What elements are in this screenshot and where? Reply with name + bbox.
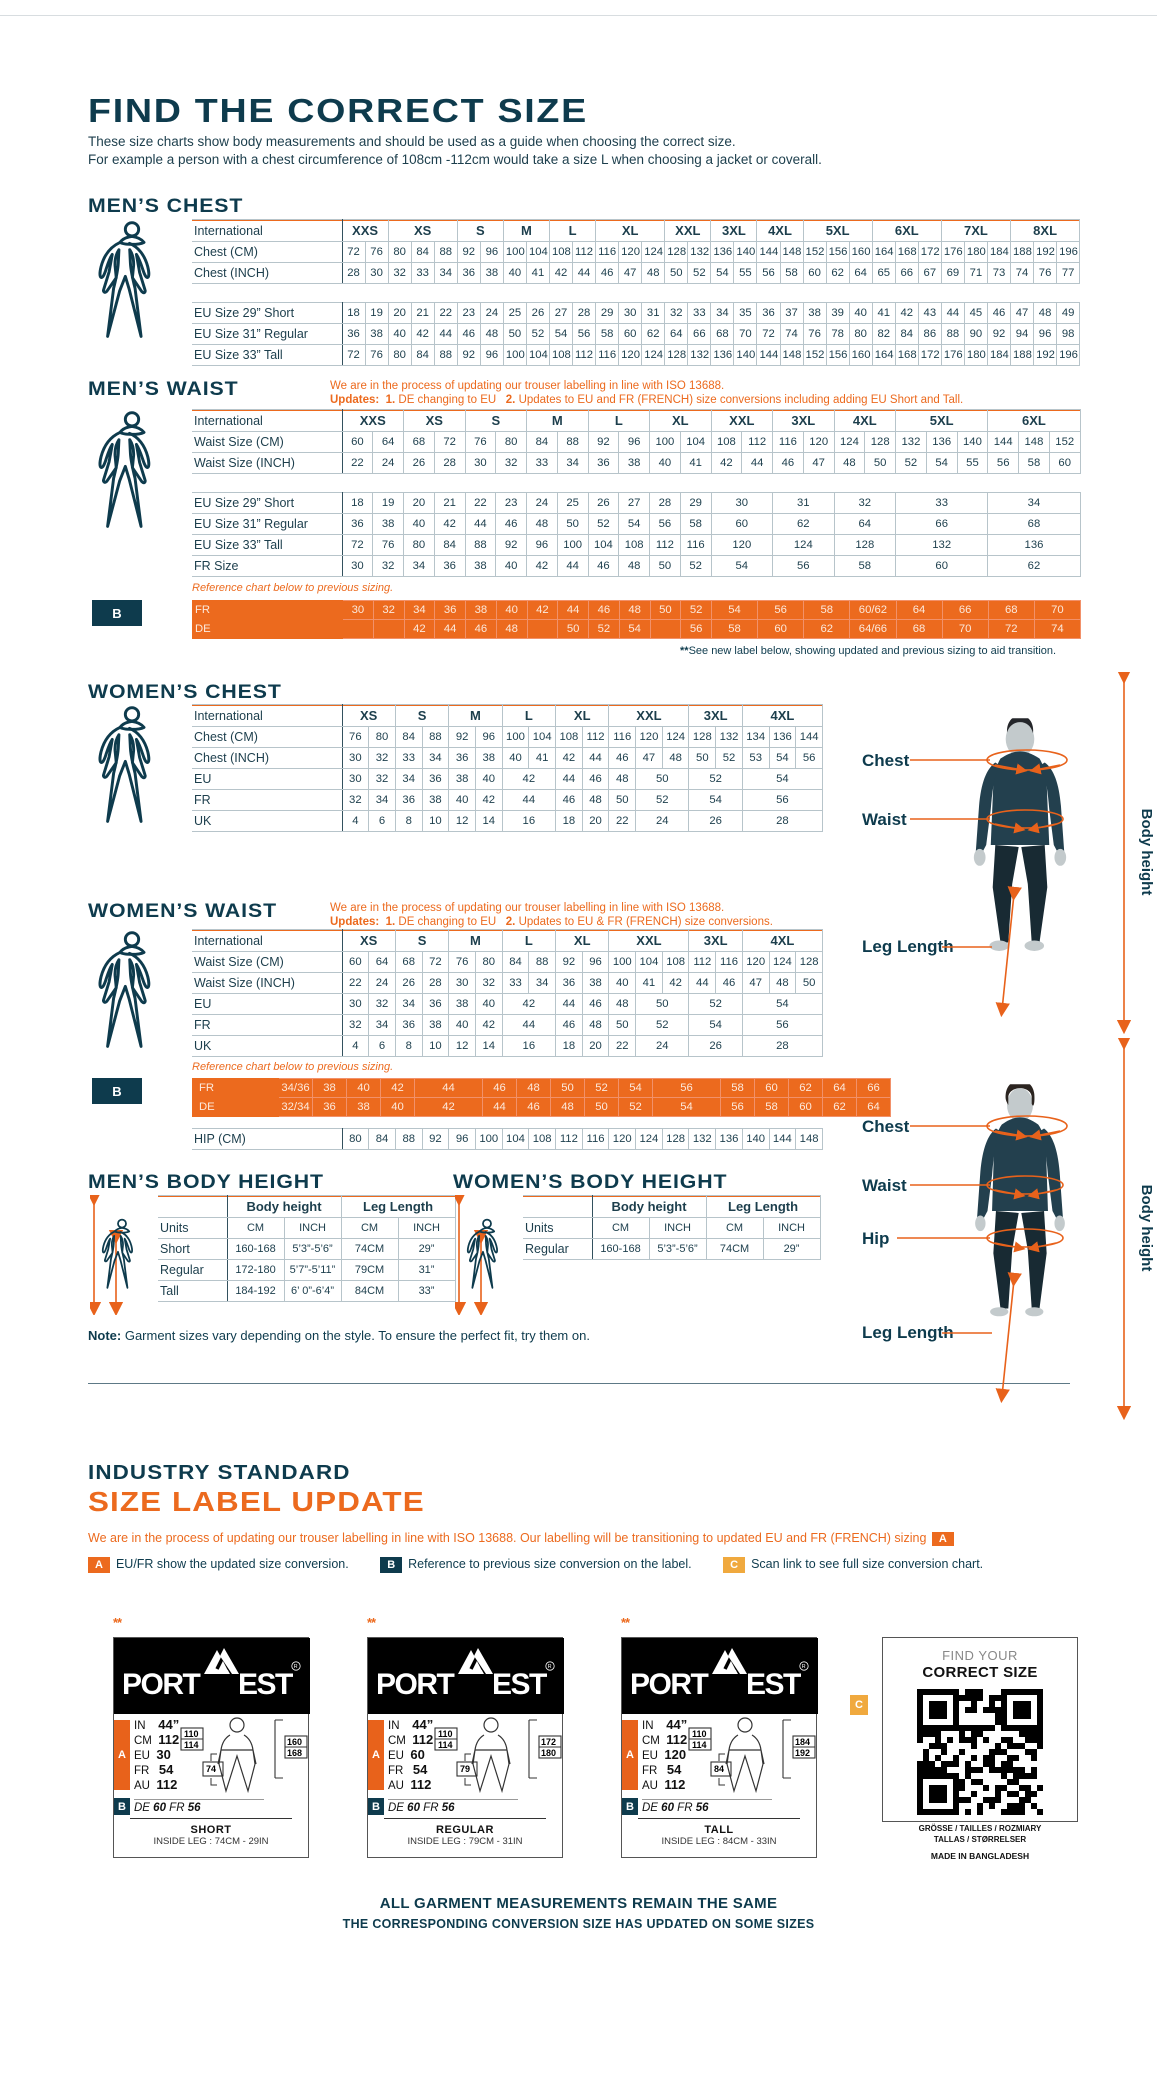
svg-text:EST: EST	[746, 1668, 801, 1701]
svg-text:110: 110	[184, 1729, 199, 1739]
svg-text:172: 172	[541, 1737, 556, 1747]
svg-text:192: 192	[795, 1748, 810, 1758]
svg-text:114: 114	[184, 1740, 199, 1750]
svg-text:Waist: Waist	[862, 810, 907, 829]
svg-text:PORT: PORT	[376, 1668, 455, 1701]
svg-text:R: R	[802, 1664, 806, 1670]
svg-text:Chest: Chest	[862, 1117, 910, 1136]
svg-text:84: 84	[714, 1764, 724, 1774]
svg-text:PORT: PORT	[630, 1668, 709, 1701]
svg-text:160: 160	[287, 1737, 302, 1747]
svg-text:168: 168	[287, 1748, 302, 1758]
svg-text:Leg Length: Leg Length	[862, 1323, 954, 1342]
svg-text:184: 184	[795, 1737, 810, 1747]
svg-text:Body height: Body height	[1138, 809, 1155, 896]
svg-text:74: 74	[206, 1764, 216, 1774]
svg-text:EST: EST	[492, 1668, 547, 1701]
svg-text:Hip: Hip	[862, 1229, 889, 1248]
svg-text:Waist: Waist	[862, 1176, 907, 1195]
svg-text:R: R	[294, 1664, 298, 1670]
svg-text:79: 79	[460, 1764, 470, 1774]
svg-text:110: 110	[692, 1729, 707, 1739]
svg-text:R: R	[548, 1664, 552, 1670]
svg-text:110: 110	[438, 1729, 453, 1739]
svg-text:EST: EST	[238, 1668, 293, 1701]
svg-text:180: 180	[541, 1748, 556, 1758]
svg-text:Body height: Body height	[1138, 1185, 1155, 1272]
svg-text:Chest: Chest	[862, 751, 910, 770]
svg-text:PORT: PORT	[122, 1668, 201, 1701]
svg-text:114: 114	[438, 1740, 453, 1750]
svg-text:114: 114	[692, 1740, 707, 1750]
svg-text:Leg Length: Leg Length	[862, 937, 954, 956]
